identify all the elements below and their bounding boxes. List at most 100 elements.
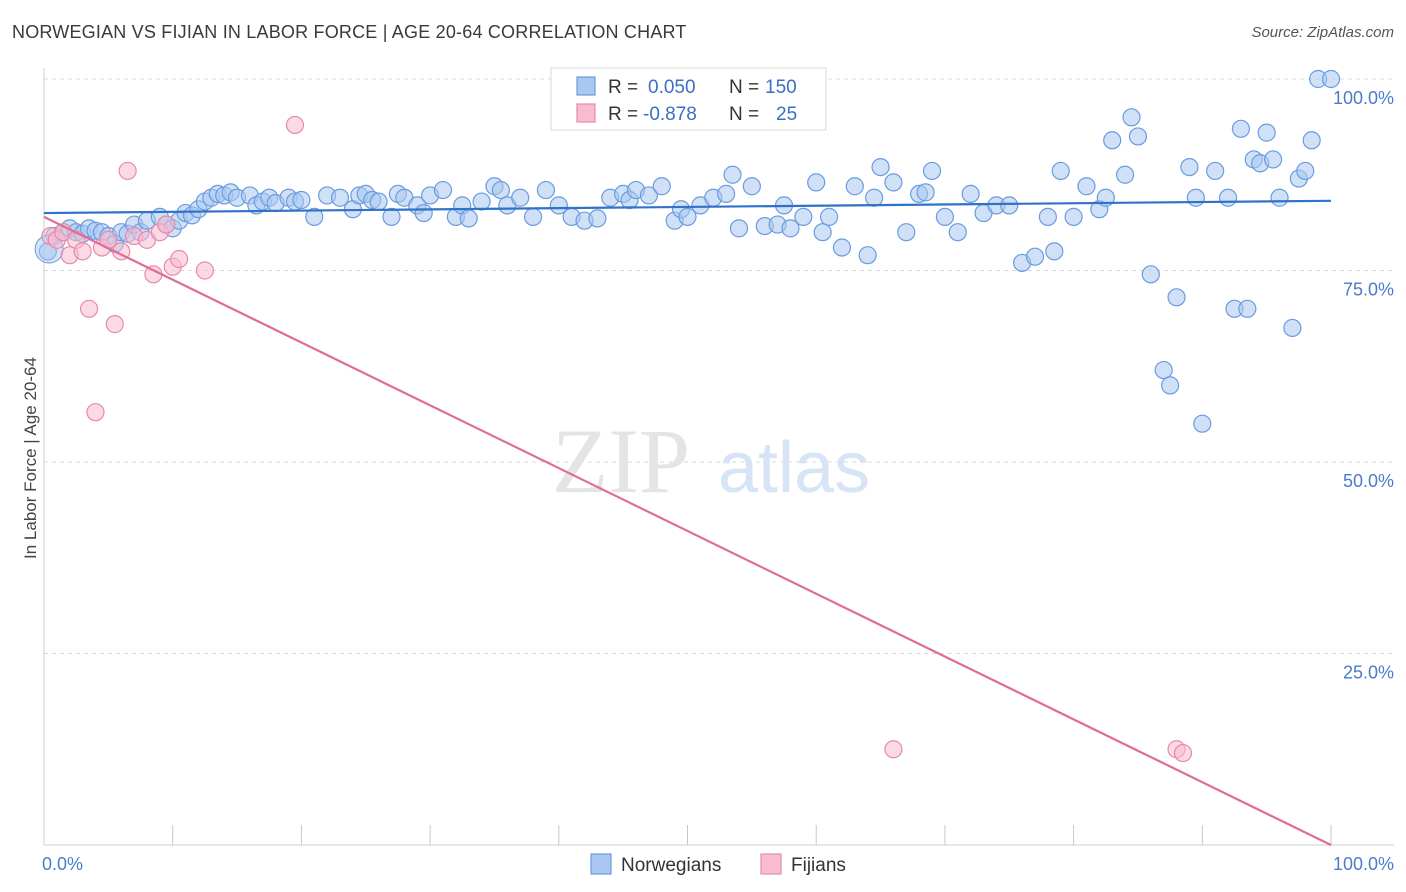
norwegian-point (1128, 127, 1148, 146)
norwegian-point (819, 207, 839, 226)
norwegian-point (292, 190, 311, 210)
fijian-point (170, 249, 189, 269)
fijian-point (79, 299, 99, 318)
norwegian-point (433, 180, 453, 200)
fijian-point (86, 403, 105, 422)
norwegian-point (729, 219, 749, 238)
norwegian-point (330, 188, 350, 207)
legend-swatch-fijians (576, 103, 596, 123)
norwegian-point (916, 183, 935, 202)
norwegian-point (884, 173, 903, 192)
norwegian-point (922, 161, 942, 181)
norwegians-trend-line (43, 199, 1332, 215)
chart-source: Source: ZipAtlas.com (1251, 24, 1394, 41)
norwegian-point (511, 188, 530, 207)
norwegian-point (1051, 161, 1070, 181)
norwegian-point (1000, 196, 1019, 215)
norwegian-point (1122, 108, 1141, 127)
norwegian-point (1077, 177, 1096, 196)
norwegian-point (1218, 188, 1238, 207)
norwegian-point (1186, 188, 1205, 207)
norwegian-point (1321, 69, 1341, 89)
norwegian-point (897, 223, 916, 242)
norwegian-point (1193, 414, 1212, 433)
fijian-point (105, 315, 124, 334)
legend-r-label: R = (608, 104, 638, 125)
legend-r-value: -0.878 (643, 104, 697, 125)
norwegian-point (845, 177, 864, 196)
norwegian-point (1045, 242, 1064, 261)
x-tick-label: 100.0% (1333, 854, 1394, 874)
y-tick-label: 50.0% (1343, 471, 1394, 491)
norwegian-point (1103, 131, 1122, 150)
y-axis-label: In Labor Force | Age 20-64 (21, 357, 40, 559)
norwegian-point (781, 219, 800, 238)
norwegian-point (1257, 123, 1276, 142)
norwegian-point (472, 192, 491, 211)
y-tick-label: 75.0% (1343, 280, 1394, 300)
norwegian-point (414, 203, 433, 223)
norwegian-point (1038, 207, 1057, 226)
norwegian-point (1283, 318, 1302, 338)
norwegian-point (382, 207, 401, 226)
norwegian-point (1296, 161, 1315, 181)
y-tick-label: 25.0% (1343, 663, 1394, 683)
legend-n-label: N = (729, 77, 759, 98)
legend-box: R = 0.050 N = 150 R = -0.878 N = 25 (550, 67, 827, 131)
norwegian-point (1231, 119, 1251, 138)
norwegian-point (1025, 247, 1045, 266)
norwegian-point (1238, 299, 1257, 318)
legend-n-value: 150 (765, 77, 797, 98)
x-tick-label: 0.0% (42, 854, 83, 874)
norwegian-point (1180, 157, 1199, 177)
norwegian-point (961, 184, 980, 203)
watermark-zip: ZIP (552, 410, 690, 512)
norwegian-point (1115, 165, 1135, 184)
trend-lines (43, 199, 1332, 846)
norwegian-point (459, 209, 478, 228)
norwegian-point (742, 177, 761, 196)
fijian-point (884, 740, 903, 759)
norwegian-point (723, 165, 742, 184)
bottom-legend-swatch-norwegians (590, 853, 612, 875)
fijians-trend-line (43, 215, 1332, 846)
norwegian-point (369, 192, 388, 211)
grid: 25.0% 50.0% 75.0% 100.0% (44, 78, 1394, 683)
norwegian-point (536, 180, 556, 200)
norwegian-point (935, 207, 955, 226)
fijian-point (118, 161, 137, 181)
bottom-legend-swatch-fijians (760, 853, 782, 875)
norwegian-point (858, 246, 877, 265)
norwegian-point (678, 207, 697, 226)
chart-title: NORWEGIAN VS FIJIAN IN LABOR FORCE | AGE… (12, 22, 687, 42)
y-tick-label: 100.0% (1333, 88, 1394, 108)
norwegian-point (717, 184, 736, 203)
norwegian-point (865, 188, 884, 207)
norwegian-point (1167, 288, 1186, 307)
watermark-atlas: atlas (718, 428, 870, 508)
bottom-legend-norwegians: Norwegians (621, 855, 721, 876)
norwegian-point (1263, 150, 1283, 169)
axes: 0.0% 100.0% (42, 68, 1394, 874)
bottom-legend: Norwegians Fijians (590, 853, 846, 876)
legend-n-value: 25 (776, 104, 797, 125)
legend-swatch-norwegians (576, 76, 596, 96)
norwegian-point (305, 207, 324, 226)
norwegian-point (1064, 207, 1083, 226)
norwegian-point (1270, 188, 1289, 207)
norwegian-point (588, 209, 607, 228)
norwegian-point (871, 157, 890, 177)
norwegian-point (832, 238, 852, 257)
norwegian-point (1302, 131, 1321, 150)
fijian-point (285, 115, 305, 135)
fijian-point (1173, 743, 1193, 763)
norwegian-point (1141, 265, 1160, 284)
fijian-point (157, 215, 176, 234)
norwegian-point (1161, 376, 1180, 395)
fijian-point (195, 261, 214, 280)
legend-r-value: 0.050 (648, 77, 696, 98)
norwegian-point (523, 207, 543, 226)
legend-n-label: N = (729, 104, 759, 125)
norwegian-point (491, 180, 510, 200)
